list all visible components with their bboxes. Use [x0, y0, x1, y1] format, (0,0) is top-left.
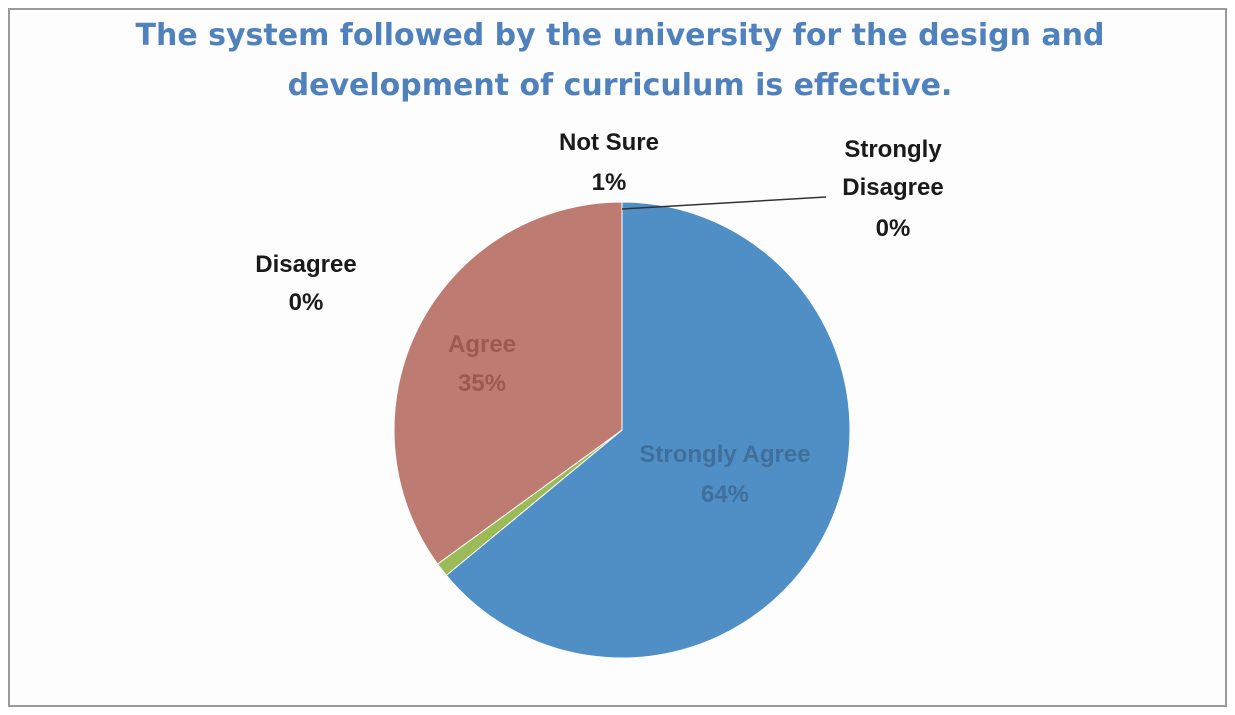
label-not-sure-percent: 1%: [592, 169, 627, 196]
label-disagree-percent: 0%: [289, 289, 324, 316]
label-not-sure: Not Sure: [559, 129, 659, 156]
pie-slices: [393, 201, 851, 659]
leader-line-strongly-disagree: [621, 196, 827, 210]
label-strongly-agree: Strongly Agree: [639, 441, 810, 468]
label-strongly-disagree-percent: 0%: [876, 215, 911, 242]
chart-title-line1: The system followed by the university fo…: [135, 18, 1105, 53]
pie-slice-strongly-agree: [445, 201, 851, 659]
label-disagree: Disagree: [255, 251, 356, 278]
label-strongly-agree-percent: 64%: [701, 481, 749, 508]
label-agree: Agree: [448, 331, 516, 358]
label-strongly-disagree-line2: Disagree: [842, 174, 943, 201]
chart-title-line2: development of curriculum is effective.: [287, 68, 953, 103]
pie-slice-agree: [393, 201, 623, 565]
label-strongly-disagree-line1: Strongly: [844, 136, 942, 163]
label-agree-percent: 35%: [458, 370, 506, 397]
